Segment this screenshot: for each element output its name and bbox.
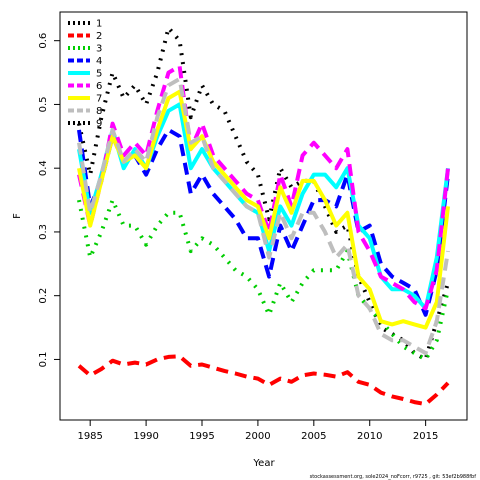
- legend: 12 34 56 78 9: [68, 19, 102, 130]
- legend-label-4: 4: [96, 56, 102, 67]
- x-tick-label: 1990: [133, 431, 158, 442]
- plot-frame: [59, 11, 468, 421]
- legend-label-2: 2: [96, 31, 102, 42]
- x-tick-label: 2000: [245, 431, 270, 442]
- y-tick-label: 0.4: [38, 160, 49, 176]
- series-line-6: [77, 64, 450, 311]
- y-tick-label: 0.1: [38, 351, 49, 367]
- series-layer: [77, 25, 450, 407]
- legend-label-6: 6: [96, 81, 102, 92]
- legend-label-1: 1: [96, 19, 102, 30]
- legend-label-8: 8: [96, 106, 102, 117]
- series-line-4: [77, 127, 450, 317]
- x-tick-label: 2015: [413, 431, 438, 442]
- x-tick-label: 1995: [189, 431, 214, 442]
- y-tick-label: 0.5: [38, 96, 49, 112]
- y-axis: 0.1 0.2 0.3 0.4 0.5 0.6: [38, 33, 60, 367]
- series-line-3: [77, 198, 450, 362]
- y-tick-label: 0.2: [38, 288, 49, 304]
- x-tick-label: 2010: [357, 431, 382, 442]
- y-tick-label: 0.3: [38, 224, 49, 240]
- legend-label-5: 5: [96, 69, 102, 80]
- legend-label-7: 7: [96, 94, 102, 105]
- x-tick-label: 1985: [77, 431, 102, 442]
- x-axis-title: Year: [252, 458, 275, 469]
- series-line-5: [77, 102, 450, 311]
- legend-label-9: 9: [96, 119, 102, 130]
- series-line-1: [77, 25, 450, 362]
- series-line-2: [77, 354, 450, 407]
- x-tick-label: 2005: [301, 431, 326, 442]
- footer-note: stockassessment.org, sole2024_noFcorr, r…: [310, 474, 477, 480]
- legend-label-3: 3: [96, 44, 102, 55]
- y-axis-title: F: [12, 213, 23, 219]
- series-line-7: [77, 89, 450, 330]
- series-line-8: [77, 76, 450, 356]
- y-tick-label: 0.6: [38, 33, 49, 49]
- x-axis: 1985 1990 1995 2000 2005 2010 2015: [77, 420, 438, 442]
